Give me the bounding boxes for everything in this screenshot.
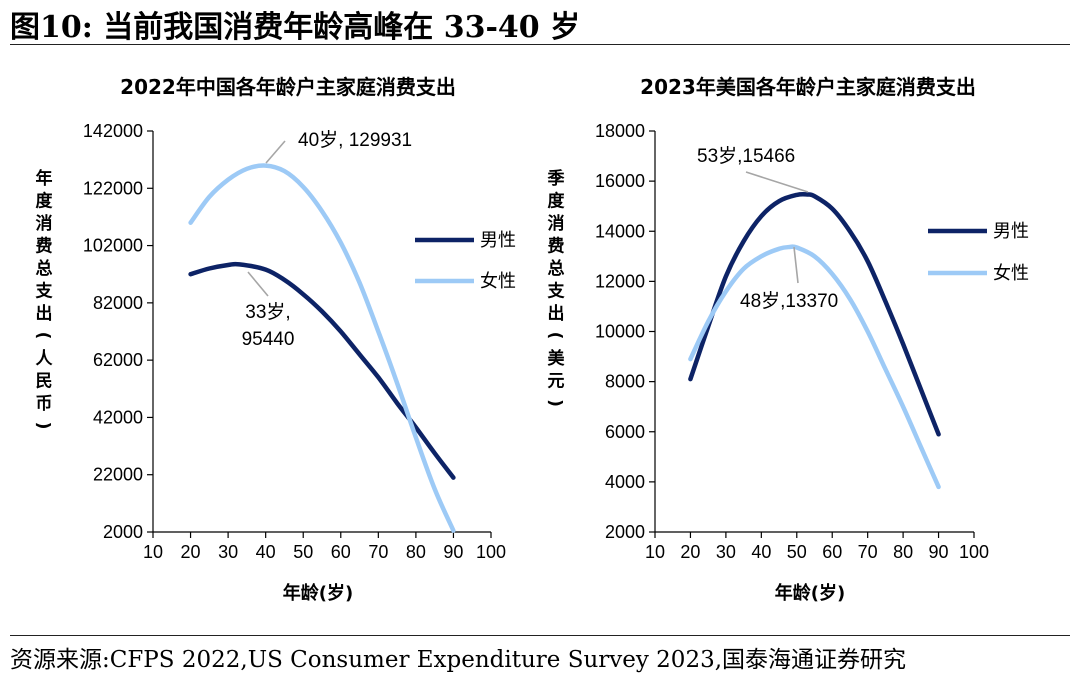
x-tick-label: 40 [751, 542, 771, 562]
y-tick-label: 102000 [83, 236, 143, 256]
y-axis-label-char: 消 [548, 213, 565, 234]
female-series-line [188, 163, 456, 533]
y-tick-label: 42000 [93, 407, 143, 427]
y-axis-label-char: ( [545, 332, 565, 340]
annotation-leader-line [247, 271, 269, 297]
x-tick-label: 10 [645, 542, 665, 562]
x-tick-label: 10 [143, 542, 163, 562]
bottom-divider [10, 635, 1070, 636]
y-axis-label-char: 费 [36, 236, 53, 257]
y-axis-label-char: ) [545, 399, 565, 407]
y-axis-label-char: 美 [548, 348, 566, 369]
x-tick-label: 40 [256, 542, 276, 562]
y-tick-label: 82000 [93, 293, 143, 313]
y-axis-label-char: ( [33, 332, 53, 340]
x-tick-label: 100 [476, 542, 506, 562]
chart2-series [688, 191, 941, 490]
chart2-axes: 2000 4000 6000 8000 10000 12000 14000 16000 1800… [595, 121, 989, 562]
y-tick-label: 4000 [605, 472, 645, 492]
y-axis-label-char: 元 [548, 372, 565, 392]
annotation-label: 53岁,15466 [697, 145, 795, 167]
y-tick-label: 2000 [605, 522, 645, 542]
annotation-label: 33岁, [245, 301, 290, 323]
x-tick-label: 80 [406, 542, 426, 562]
x-tick-label: 70 [368, 542, 388, 562]
annotation-label: 48岁,13370 [740, 290, 838, 312]
x-tick-label: 60 [822, 542, 842, 562]
y-axis-label-char: 民 [36, 372, 53, 392]
y-tick-label: 12000 [595, 271, 645, 291]
x-tick-label: 20 [181, 542, 201, 562]
y-tick-label: 2000 [103, 522, 143, 542]
x-tick-label: 90 [929, 542, 949, 562]
annotation-leader-line [265, 140, 286, 164]
x-tick-label: 30 [716, 542, 736, 562]
y-axis-label-char: 费 [548, 236, 565, 257]
y-axis-label-char: 支 [36, 281, 54, 302]
male-series-line [188, 261, 456, 480]
y-tick-label: 16000 [595, 171, 645, 191]
x-tick-label: 90 [443, 542, 463, 562]
chart1-series [188, 163, 456, 533]
legend-label-male: 男性 [993, 221, 1029, 242]
legend-label-female: 女性 [993, 263, 1029, 284]
y-axis-label-char: 度 [548, 191, 566, 212]
female-series-line [688, 244, 941, 490]
y-tick-label: 62000 [93, 350, 143, 370]
y-axis-label-char: 人 [36, 349, 54, 369]
x-tick-label: 50 [787, 542, 807, 562]
male-series-line [688, 191, 941, 437]
x-tick-label: 30 [218, 542, 238, 562]
y-axis-label-char: 总 [36, 258, 53, 279]
x-tick-label: 100 [959, 542, 989, 562]
chart2-title: 2023年美国各年龄户主家庭消费支出 [640, 75, 976, 99]
y-axis-label-char: ) [33, 422, 53, 430]
y-axis-label-char: 币 [36, 394, 53, 414]
y-tick-label: 18000 [595, 121, 645, 141]
y-axis-label-char: 年 [36, 168, 53, 189]
y-tick-label: 22000 [93, 465, 143, 485]
y-axis-label-char: 消 [36, 213, 53, 234]
annotation-label: 95440 [242, 329, 295, 350]
legend-label-female: 女性 [480, 271, 516, 292]
chart1-annotations: 40岁, 129931 33岁, 95440 [242, 129, 413, 350]
y-tick-label: 10000 [595, 322, 645, 342]
x-tick-label: 60 [331, 542, 351, 562]
y-axis-label-char: 总 [548, 258, 565, 279]
figure-title: 图10: 当前我国消费年龄高峰在 33-40 岁 [10, 10, 581, 45]
top-divider [10, 44, 1070, 45]
x-tick-label: 50 [293, 542, 313, 562]
x-tick-label: 20 [680, 542, 700, 562]
y-tick-label: 142000 [83, 121, 143, 141]
y-axis-label-char: 出 [548, 303, 565, 324]
annotation-label: 40岁, 129931 [298, 129, 412, 151]
chart2-annotations: 53岁,15466 48岁,13370 [697, 145, 838, 312]
y-axis-label-char: 度 [36, 191, 54, 212]
chart1-title: 2022年中国各年龄户主家庭消费支出 [120, 75, 456, 99]
x-tick-label: 80 [893, 542, 913, 562]
y-axis-label-char: 出 [36, 303, 53, 324]
y-axis-label-char: 季 [548, 168, 565, 189]
chart1-x-axis-label: 年龄(岁) [283, 582, 353, 604]
y-tick-label: 14000 [595, 221, 645, 241]
legend-label-male: 男性 [480, 230, 516, 251]
y-tick-label: 122000 [83, 178, 143, 198]
y-tick-label: 6000 [605, 422, 645, 442]
y-axis-label-char: 支 [548, 281, 566, 302]
y-tick-label: 8000 [605, 372, 645, 392]
source-note: 资源来源:CFPS 2022,US Consumer Expenditure S… [10, 647, 907, 673]
chart2-x-axis-label: 年龄(岁) [775, 582, 845, 604]
annotation-leader-line [793, 246, 799, 284]
annotation-leader-line [745, 171, 809, 193]
x-tick-label: 70 [858, 542, 878, 562]
chart1-axes: 2000 22000 42000 62000 82000 102000 122000 1420… [83, 121, 506, 562]
